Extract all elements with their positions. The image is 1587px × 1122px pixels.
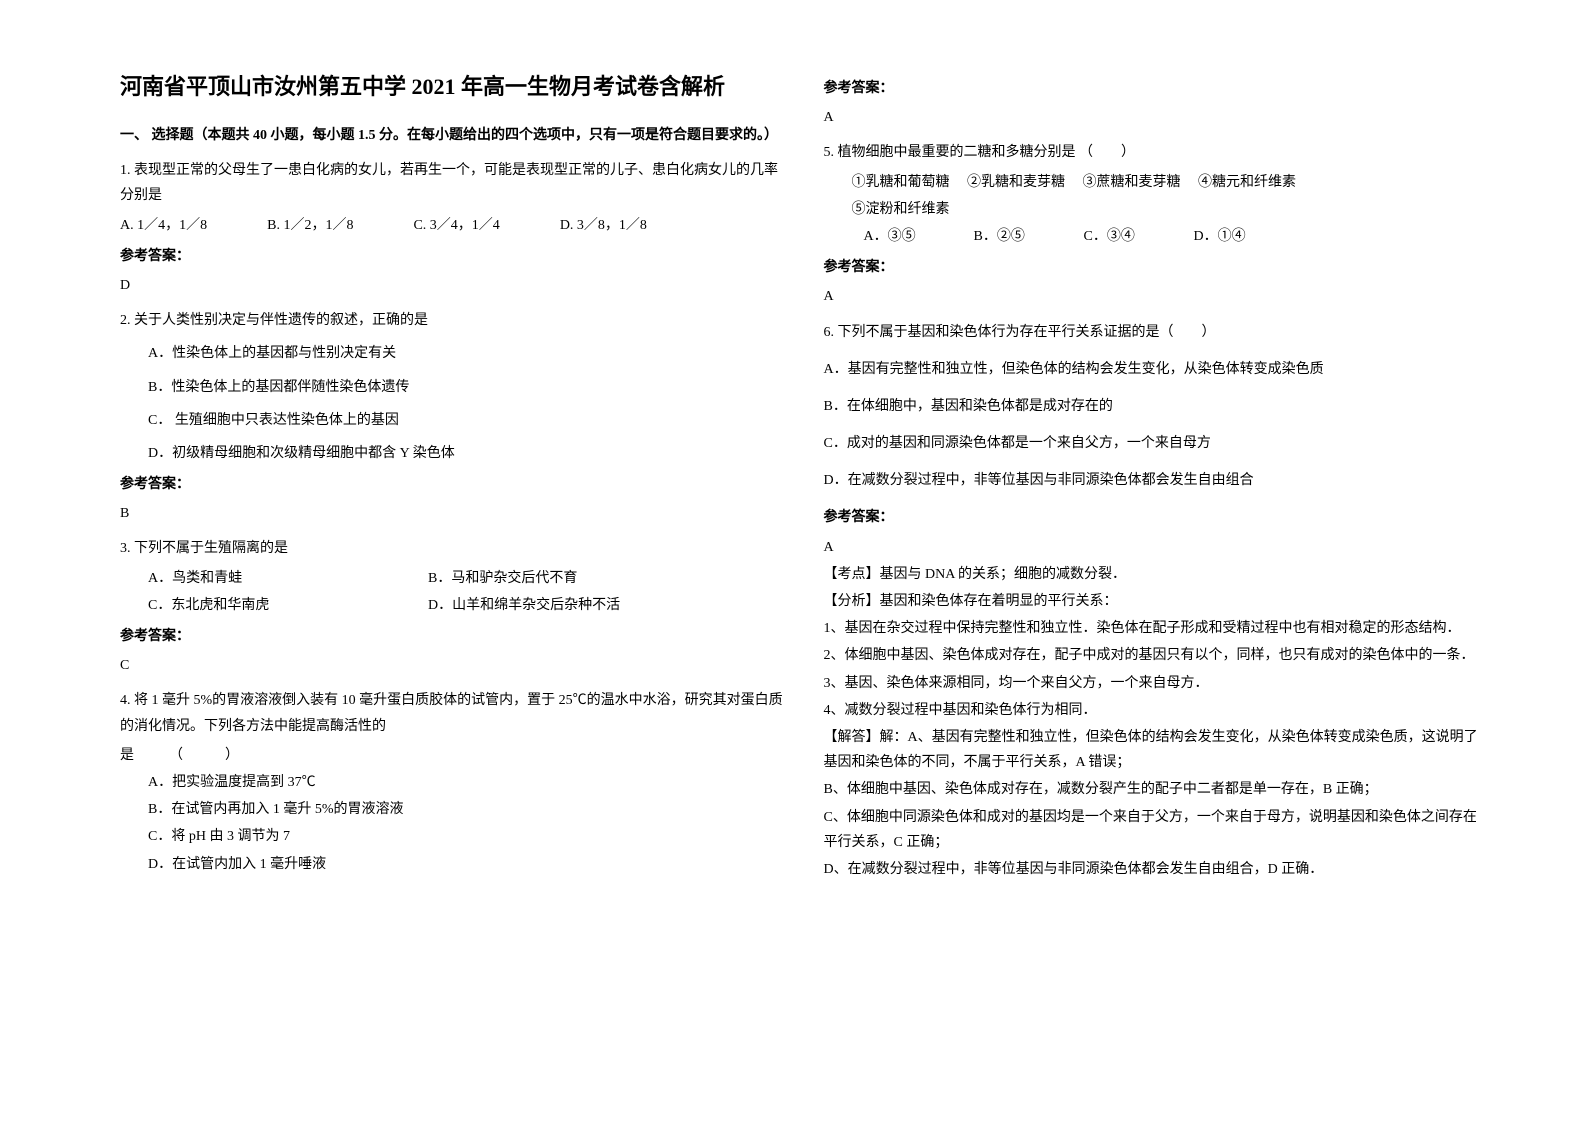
q4-answer-label: 参考答案： — [824, 76, 1488, 101]
q3-opt-a: A．鸟类和青蛙 — [148, 566, 428, 591]
q3-text: 3. 下列不属于生殖隔离的是 — [120, 536, 784, 561]
q5-answer: A — [824, 284, 1488, 309]
q6-analysis-4: 2、体细胞中基因、染色体成对存在，配子中成对的基因只有以个，同样，也只有成对的染… — [824, 643, 1488, 668]
q6-analysis-5: 3、基因、染色体来源相同，均一个来自父方，一个来自母方． — [824, 671, 1488, 696]
q3-answer: C — [120, 653, 784, 678]
q6-analysis-2: 【分析】基因和染色体存在着明显的平行关系： — [824, 589, 1488, 614]
q3-options-row1: A．鸟类和青蛙 B．马和驴杂交后代不育 — [148, 566, 784, 591]
q4-text: 4. 将 1 毫升 5%的胃液溶液倒入装有 10 毫升蛋白质胶体的试管内，置于 … — [120, 688, 784, 738]
left-column: 河南省平顶山市汝州第五中学 2021 年高一生物月考试卷含解析 一、 选择题（本… — [100, 70, 804, 1082]
q1-opt-c: C. 3／4，1／4 — [413, 213, 499, 238]
q4-answer: A — [824, 105, 1488, 130]
q2-answer: B — [120, 501, 784, 526]
q5-opt-a: A．③⑤ — [864, 224, 974, 249]
q5-opts2: ⑤淀粉和纤维素 — [852, 197, 1488, 222]
q6-opt-d: D．在减数分裂过程中，非等位基因与非同源染色体都会发生自由组合 — [824, 468, 1488, 493]
q6-opt-a: A．基因有完整性和独立性，但染色体的结构会发生变化，从染色体转变成染色质 — [824, 357, 1488, 382]
q6-analysis-3: 1、基因在杂交过程中保持完整性和独立性．染色体在配子形成和受精过程中也有相对稳定… — [824, 616, 1488, 641]
q6-analysis-10: D、在减数分裂过程中，非等位基因与非同源染色体都会发生自由组合，D 正确． — [824, 857, 1488, 882]
q6-analysis-6: 4、减数分裂过程中基因和染色体行为相同． — [824, 698, 1488, 723]
q4-opt-d: D．在试管内加入 1 毫升唾液 — [148, 852, 784, 877]
q3-answer-label: 参考答案： — [120, 624, 784, 649]
right-column: 参考答案： A 5. 植物细胞中最重要的二糖和多糖分别是 （ ） ①乳糖和葡萄糖… — [804, 70, 1508, 1082]
q1-opt-d: D. 3／8，1／8 — [560, 213, 647, 238]
q4-text2: 是 （ ） — [120, 743, 784, 768]
q6-analysis-8: B、体细胞中基因、染色体成对存在，减数分裂产生的配子中二者都是单一存在，B 正确… — [824, 777, 1488, 802]
q1-answer-label: 参考答案： — [120, 244, 784, 269]
q6-answer-label: 参考答案： — [824, 505, 1488, 530]
q3-opt-d: D．山羊和绵羊杂交后杂种不活 — [428, 593, 620, 618]
q5-text: 5. 植物细胞中最重要的二糖和多糖分别是 （ ） — [824, 140, 1488, 165]
q3-opt-c: C．东北虎和华南虎 — [148, 593, 428, 618]
q5-opt-d: D．①④ — [1194, 224, 1304, 249]
q1-opt-b: B. 1／2，1／8 — [267, 213, 353, 238]
q5-answer-label: 参考答案： — [824, 255, 1488, 280]
q2-opt-b: B．性染色体上的基因都伴随性染色体遗传 — [148, 375, 784, 400]
q1-text: 1. 表现型正常的父母生了一患白化病的女儿，若再生一个，可能是表现型正常的儿子、… — [120, 158, 784, 208]
section-1-title: 一、 选择题（本题共 40 小题，每小题 1.5 分。在每小题给出的四个选项中，… — [120, 123, 784, 148]
q6-opt-c: C．成对的基因和同源染色体都是一个来自父方，一个来自母方 — [824, 431, 1488, 456]
q5-options: A．③⑤ B．②⑤ C．③④ D．①④ — [864, 224, 1488, 249]
q4-opt-c: C．将 pH 由 3 调节为 7 — [148, 824, 784, 849]
q4-opt-a: A．把实验温度提高到 37℃ — [148, 770, 784, 795]
q2-opt-d: D．初级精母细胞和次级精母细胞中都含 Y 染色体 — [148, 441, 784, 466]
q6-analysis-7: 【解答】解：A、基因有完整性和独立性，但染色体的结构会发生变化，从染色体转变成染… — [824, 725, 1488, 775]
q2-opt-c: C． 生殖细胞中只表达性染色体上的基因 — [148, 408, 784, 433]
q2-opt-a: A．性染色体上的基因都与性别决定有关 — [148, 341, 784, 366]
q2-text: 2. 关于人类性别决定与伴性遗传的叙述，正确的是 — [120, 308, 784, 333]
q3-opt-b: B．马和驴杂交后代不育 — [428, 566, 577, 591]
q1-options: A. 1／4，1／8 B. 1／2，1／8 C. 3／4，1／4 D. 3／8，… — [120, 213, 784, 238]
q6-answer: A — [824, 535, 1488, 560]
q6-text: 6. 下列不属于基因和染色体行为存在平行关系证据的是（ ） — [824, 320, 1488, 345]
q1-answer: D — [120, 273, 784, 298]
q5-opt-b: B．②⑤ — [974, 224, 1084, 249]
q2-answer-label: 参考答案： — [120, 472, 784, 497]
q4-opt-b: B．在试管内再加入 1 毫升 5%的胃液溶液 — [148, 797, 784, 822]
q5-opts1: ①乳糖和葡萄糖 ②乳糖和麦芽糖 ③蔗糖和麦芽糖 ④糖元和纤维素 — [852, 170, 1488, 195]
q1-opt-a: A. 1／4，1／8 — [120, 213, 207, 238]
q6-opt-b: B．在体细胞中，基因和染色体都是成对存在的 — [824, 394, 1488, 419]
doc-title: 河南省平顶山市汝州第五中学 2021 年高一生物月考试卷含解析 — [120, 70, 784, 103]
q5-opt-c: C．③④ — [1084, 224, 1194, 249]
q6-analysis-1: 【考点】基因与 DNA 的关系；细胞的减数分裂． — [824, 562, 1488, 587]
q3-options-row2: C．东北虎和华南虎 D．山羊和绵羊杂交后杂种不活 — [148, 593, 784, 618]
q6-analysis-9: C、体细胞中同源染色体和成对的基因均是一个来自于父方，一个来自于母方，说明基因和… — [824, 805, 1488, 855]
